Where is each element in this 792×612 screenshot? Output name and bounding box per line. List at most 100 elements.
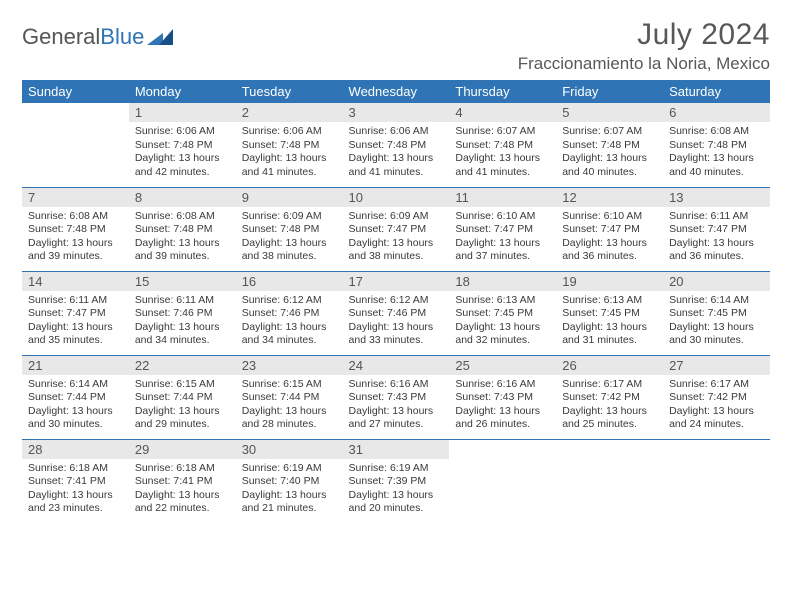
calendar-week-row: 28Sunrise: 6:18 AMSunset: 7:41 PMDayligh…: [22, 439, 770, 523]
calendar-day-cell: 2Sunrise: 6:06 AMSunset: 7:48 PMDaylight…: [236, 103, 343, 187]
logo-text-blue: Blue: [100, 24, 144, 49]
day-number: 31: [343, 440, 450, 459]
day-number: 2: [236, 103, 343, 122]
day-number: 27: [663, 356, 770, 375]
calendar-day-cell: 16Sunrise: 6:12 AMSunset: 7:46 PMDayligh…: [236, 271, 343, 355]
day-number: 10: [343, 188, 450, 207]
day-number: 28: [22, 440, 129, 459]
calendar-day-cell: 7Sunrise: 6:08 AMSunset: 7:48 PMDaylight…: [22, 187, 129, 271]
month-year-title: July 2024: [518, 18, 770, 52]
calendar-day-cell: 19Sunrise: 6:13 AMSunset: 7:45 PMDayligh…: [556, 271, 663, 355]
calendar-day-cell: 9Sunrise: 6:09 AMSunset: 7:48 PMDaylight…: [236, 187, 343, 271]
day-number: 1: [129, 103, 236, 122]
day-number: 17: [343, 272, 450, 291]
calendar-day-cell: 24Sunrise: 6:16 AMSunset: 7:43 PMDayligh…: [343, 355, 450, 439]
day-of-week-header: Monday: [129, 80, 236, 103]
calendar-day-cell: 31Sunrise: 6:19 AMSunset: 7:39 PMDayligh…: [343, 439, 450, 523]
day-number: 9: [236, 188, 343, 207]
day-number: 24: [343, 356, 450, 375]
day-number: 19: [556, 272, 663, 291]
day-details: Sunrise: 6:15 AMSunset: 7:44 PMDaylight:…: [236, 375, 343, 437]
day-details: Sunrise: 6:11 AMSunset: 7:47 PMDaylight:…: [663, 207, 770, 269]
day-number: 7: [22, 188, 129, 207]
calendar-day-cell: 14Sunrise: 6:11 AMSunset: 7:47 PMDayligh…: [22, 271, 129, 355]
day-number: 4: [449, 103, 556, 122]
day-number: 5: [556, 103, 663, 122]
day-details: Sunrise: 6:08 AMSunset: 7:48 PMDaylight:…: [129, 207, 236, 269]
day-of-week-row: SundayMondayTuesdayWednesdayThursdayFrid…: [22, 80, 770, 103]
calendar-day-cell: 27Sunrise: 6:17 AMSunset: 7:42 PMDayligh…: [663, 355, 770, 439]
calendar-day-cell: [449, 439, 556, 523]
day-details: Sunrise: 6:14 AMSunset: 7:45 PMDaylight:…: [663, 291, 770, 353]
calendar-day-cell: 29Sunrise: 6:18 AMSunset: 7:41 PMDayligh…: [129, 439, 236, 523]
day-number: 16: [236, 272, 343, 291]
calendar-day-cell: 3Sunrise: 6:06 AMSunset: 7:48 PMDaylight…: [343, 103, 450, 187]
day-number: 12: [556, 188, 663, 207]
day-details: Sunrise: 6:10 AMSunset: 7:47 PMDaylight:…: [449, 207, 556, 269]
day-of-week-header: Friday: [556, 80, 663, 103]
day-details: Sunrise: 6:18 AMSunset: 7:41 PMDaylight:…: [22, 459, 129, 521]
day-details: Sunrise: 6:19 AMSunset: 7:40 PMDaylight:…: [236, 459, 343, 521]
calendar-day-cell: [663, 439, 770, 523]
day-number: 29: [129, 440, 236, 459]
calendar-table: SundayMondayTuesdayWednesdayThursdayFrid…: [22, 80, 770, 523]
calendar-day-cell: 23Sunrise: 6:15 AMSunset: 7:44 PMDayligh…: [236, 355, 343, 439]
logo-text-general: General: [22, 24, 100, 49]
location-label: Fraccionamiento la Noria, Mexico: [518, 54, 770, 74]
day-number: 14: [22, 272, 129, 291]
calendar-day-cell: 8Sunrise: 6:08 AMSunset: 7:48 PMDaylight…: [129, 187, 236, 271]
day-details: Sunrise: 6:08 AMSunset: 7:48 PMDaylight:…: [22, 207, 129, 269]
day-number: 18: [449, 272, 556, 291]
calendar-week-row: 21Sunrise: 6:14 AMSunset: 7:44 PMDayligh…: [22, 355, 770, 439]
calendar-day-cell: 1Sunrise: 6:06 AMSunset: 7:48 PMDaylight…: [129, 103, 236, 187]
calendar-day-cell: 26Sunrise: 6:17 AMSunset: 7:42 PMDayligh…: [556, 355, 663, 439]
day-of-week-header: Sunday: [22, 80, 129, 103]
calendar-day-cell: 15Sunrise: 6:11 AMSunset: 7:46 PMDayligh…: [129, 271, 236, 355]
day-number: 20: [663, 272, 770, 291]
day-details: Sunrise: 6:07 AMSunset: 7:48 PMDaylight:…: [449, 122, 556, 184]
day-number: 30: [236, 440, 343, 459]
day-details: Sunrise: 6:12 AMSunset: 7:46 PMDaylight:…: [236, 291, 343, 353]
day-number: 3: [343, 103, 450, 122]
day-details: Sunrise: 6:10 AMSunset: 7:47 PMDaylight:…: [556, 207, 663, 269]
calendar-day-cell: 18Sunrise: 6:13 AMSunset: 7:45 PMDayligh…: [449, 271, 556, 355]
day-details: Sunrise: 6:06 AMSunset: 7:48 PMDaylight:…: [236, 122, 343, 184]
calendar-day-cell: 22Sunrise: 6:15 AMSunset: 7:44 PMDayligh…: [129, 355, 236, 439]
calendar-day-cell: 20Sunrise: 6:14 AMSunset: 7:45 PMDayligh…: [663, 271, 770, 355]
day-details: Sunrise: 6:14 AMSunset: 7:44 PMDaylight:…: [22, 375, 129, 437]
title-block: July 2024 Fraccionamiento la Noria, Mexi…: [518, 18, 770, 74]
calendar-day-cell: 17Sunrise: 6:12 AMSunset: 7:46 PMDayligh…: [343, 271, 450, 355]
day-of-week-header: Tuesday: [236, 80, 343, 103]
day-details: Sunrise: 6:19 AMSunset: 7:39 PMDaylight:…: [343, 459, 450, 521]
day-details: Sunrise: 6:18 AMSunset: 7:41 PMDaylight:…: [129, 459, 236, 521]
day-number: 11: [449, 188, 556, 207]
day-details: Sunrise: 6:13 AMSunset: 7:45 PMDaylight:…: [449, 291, 556, 353]
header: GeneralBlue July 2024 Fraccionamiento la…: [22, 18, 770, 74]
day-details: Sunrise: 6:08 AMSunset: 7:48 PMDaylight:…: [663, 122, 770, 184]
day-number: 23: [236, 356, 343, 375]
day-details: Sunrise: 6:12 AMSunset: 7:46 PMDaylight:…: [343, 291, 450, 353]
day-details: Sunrise: 6:13 AMSunset: 7:45 PMDaylight:…: [556, 291, 663, 353]
day-of-week-header: Saturday: [663, 80, 770, 103]
day-details: Sunrise: 6:16 AMSunset: 7:43 PMDaylight:…: [343, 375, 450, 437]
logo-mark-icon: [147, 27, 175, 47]
calendar-day-cell: [22, 103, 129, 187]
calendar-day-cell: 25Sunrise: 6:16 AMSunset: 7:43 PMDayligh…: [449, 355, 556, 439]
day-number: 8: [129, 188, 236, 207]
day-details: Sunrise: 6:11 AMSunset: 7:46 PMDaylight:…: [129, 291, 236, 353]
calendar-day-cell: [556, 439, 663, 523]
calendar-day-cell: 28Sunrise: 6:18 AMSunset: 7:41 PMDayligh…: [22, 439, 129, 523]
day-number: 6: [663, 103, 770, 122]
calendar-day-cell: 11Sunrise: 6:10 AMSunset: 7:47 PMDayligh…: [449, 187, 556, 271]
calendar-week-row: 14Sunrise: 6:11 AMSunset: 7:47 PMDayligh…: [22, 271, 770, 355]
calendar-day-cell: 13Sunrise: 6:11 AMSunset: 7:47 PMDayligh…: [663, 187, 770, 271]
day-details: Sunrise: 6:06 AMSunset: 7:48 PMDaylight:…: [129, 122, 236, 184]
day-details: Sunrise: 6:09 AMSunset: 7:48 PMDaylight:…: [236, 207, 343, 269]
calendar-day-cell: 12Sunrise: 6:10 AMSunset: 7:47 PMDayligh…: [556, 187, 663, 271]
calendar-day-cell: 10Sunrise: 6:09 AMSunset: 7:47 PMDayligh…: [343, 187, 450, 271]
day-of-week-header: Thursday: [449, 80, 556, 103]
day-details: Sunrise: 6:11 AMSunset: 7:47 PMDaylight:…: [22, 291, 129, 353]
day-number: 21: [22, 356, 129, 375]
day-of-week-header: Wednesday: [343, 80, 450, 103]
day-details: Sunrise: 6:17 AMSunset: 7:42 PMDaylight:…: [556, 375, 663, 437]
